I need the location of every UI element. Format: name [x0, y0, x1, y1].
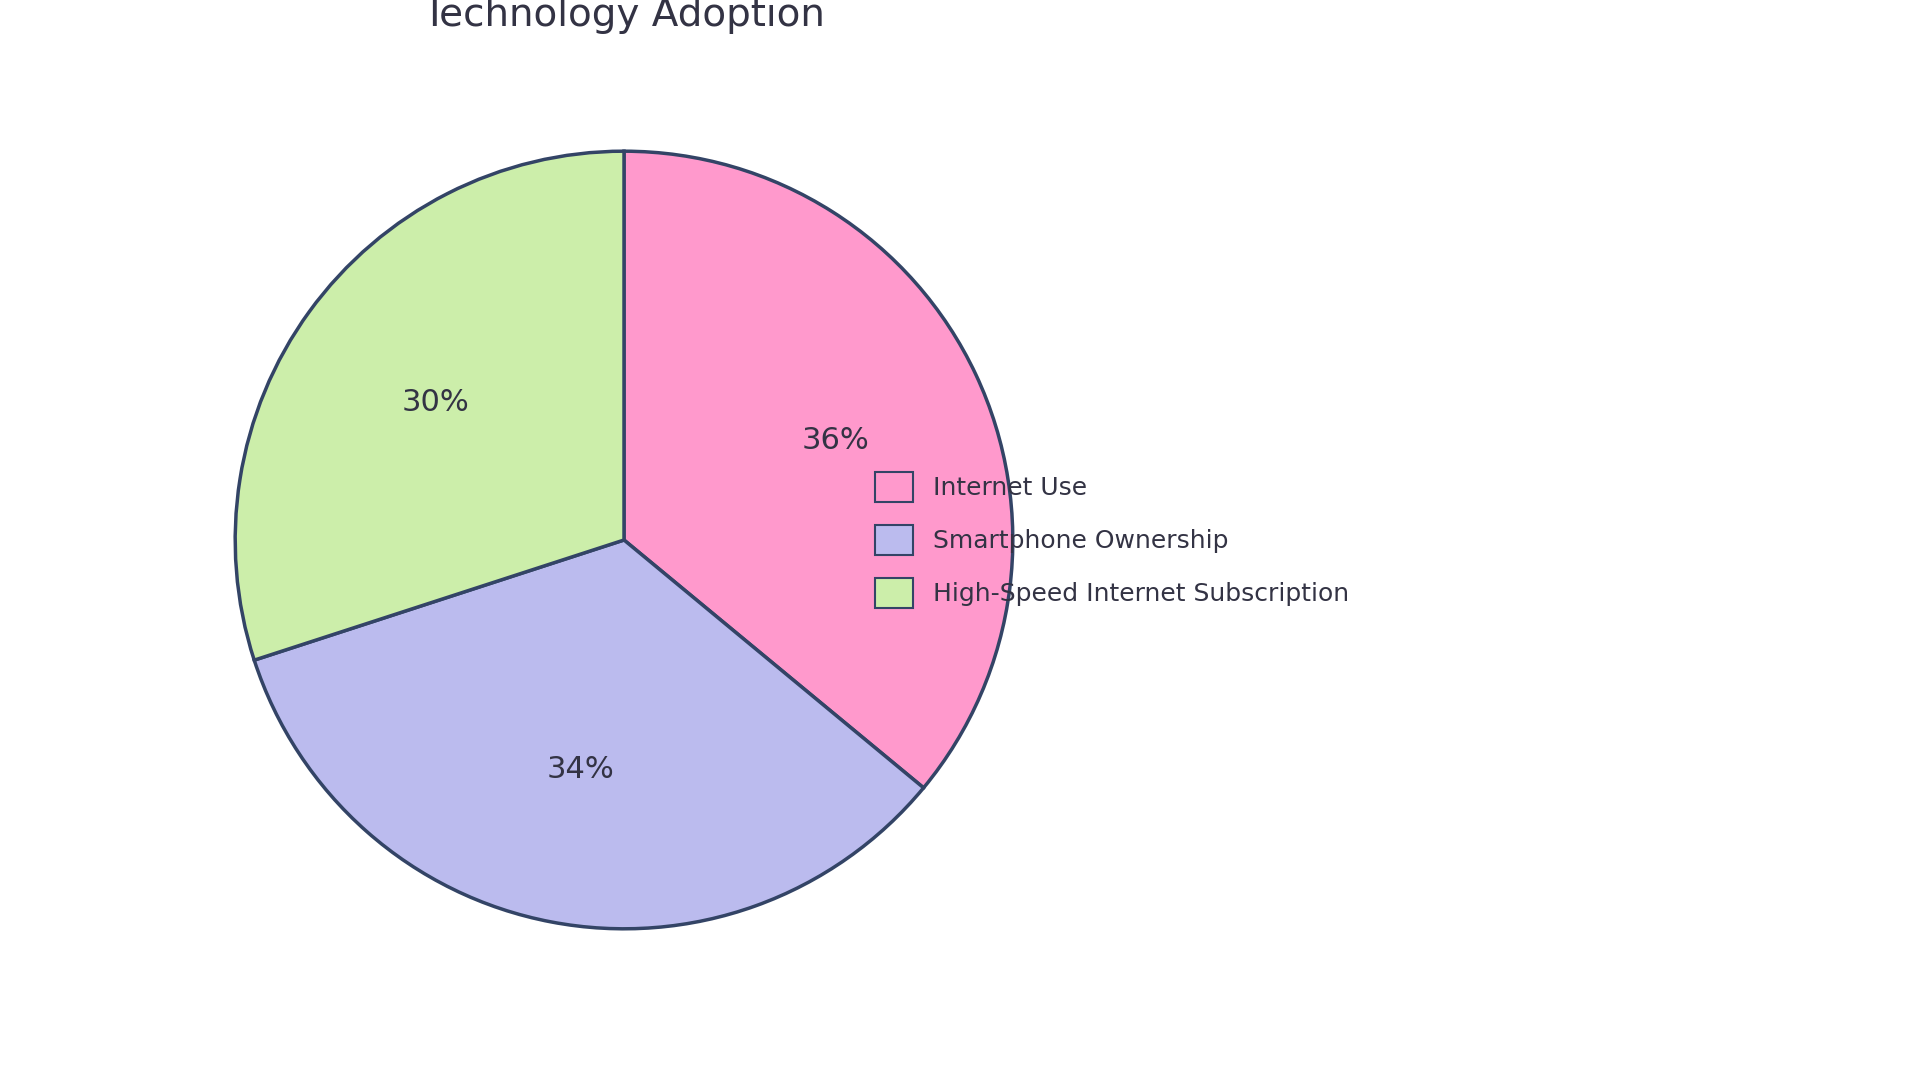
Text: 34%: 34%: [547, 755, 614, 784]
Wedge shape: [236, 151, 624, 660]
Legend: Internet Use, Smartphone Ownership, High-Speed Internet Subscription: Internet Use, Smartphone Ownership, High…: [851, 447, 1375, 633]
Wedge shape: [624, 151, 1012, 787]
Text: 36%: 36%: [801, 427, 870, 455]
Wedge shape: [253, 540, 924, 929]
Text: 30%: 30%: [401, 389, 468, 417]
Title: Technology Adoption: Technology Adoption: [422, 0, 826, 35]
